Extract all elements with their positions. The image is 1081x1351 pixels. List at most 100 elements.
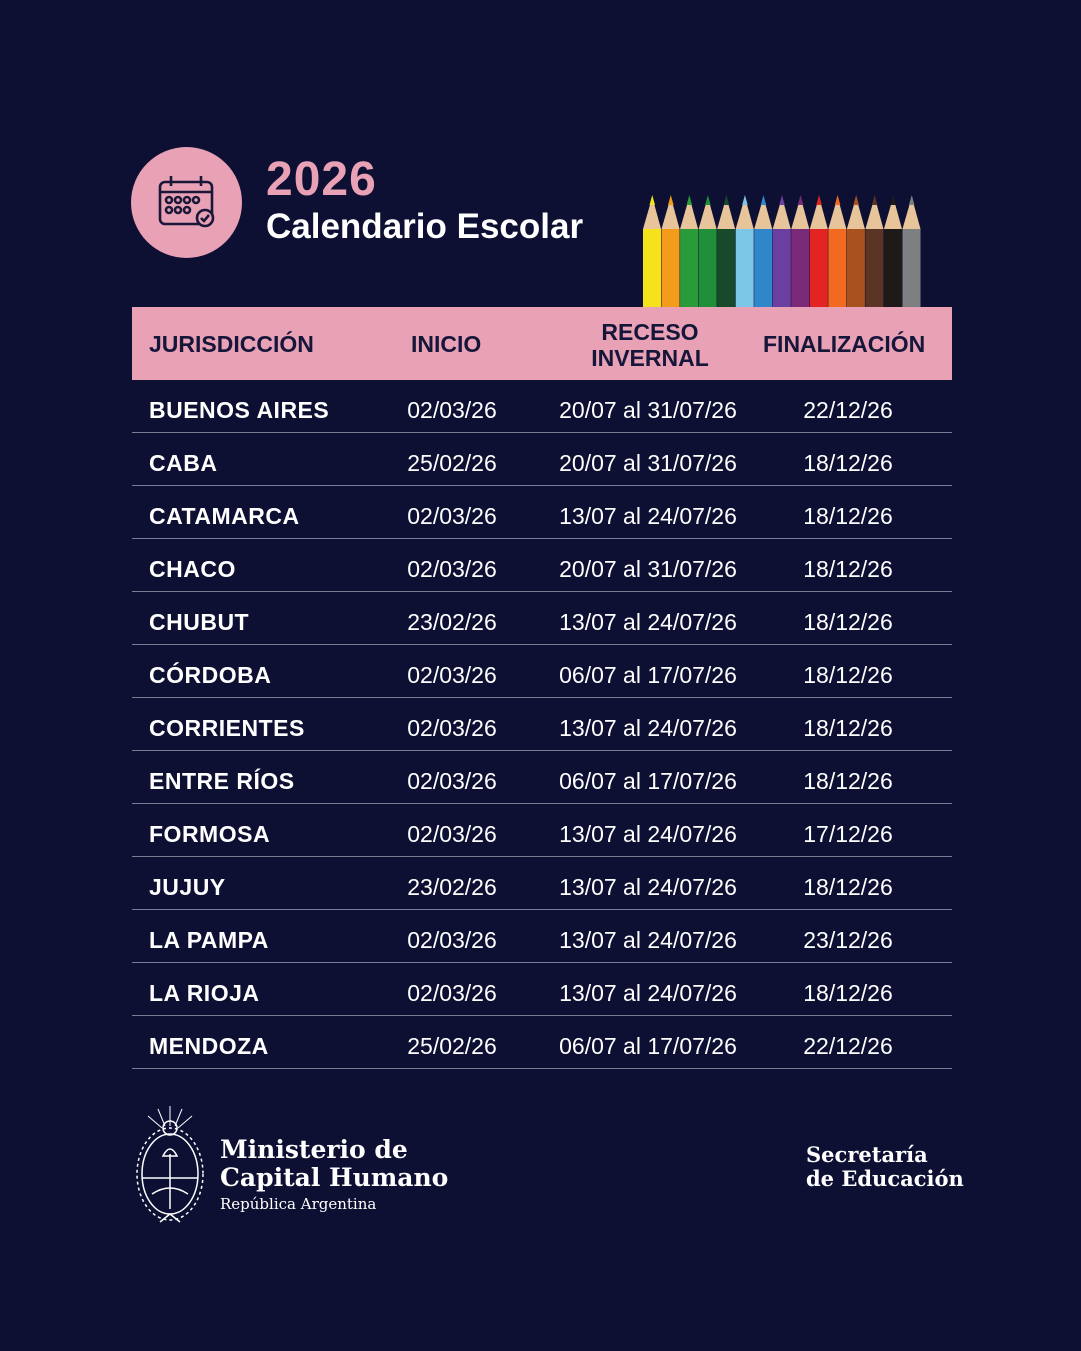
country-name: República Argentina <box>220 1195 377 1213</box>
cell-finalizacion: 23/12/26 <box>803 927 893 953</box>
table-row: BUENOS AIRES 02/03/26 20/07 al 31/07/26 22/… <box>132 380 952 433</box>
table-row: LA RIOJA 02/03/26 13/07 al 24/07/26 18/12/2… <box>132 963 952 1016</box>
cell-finalizacion: 18/12/26 <box>803 450 893 476</box>
cell-jurisdiccion: CORRIENTES <box>149 715 305 741</box>
cell-inicio: 02/03/26 <box>407 397 497 423</box>
pencil <box>717 195 736 307</box>
cell-inicio: 02/03/26 <box>407 980 497 1006</box>
cell-finalizacion: 17/12/26 <box>803 821 893 847</box>
cell-inicio: 02/03/26 <box>407 821 497 847</box>
pencil <box>791 195 810 307</box>
cell-jurisdiccion: ENTRE RÍOS <box>149 768 295 794</box>
cell-jurisdiccion: CHACO <box>149 556 236 582</box>
calendar-table: JURISDICCIÓN INICIO RECESO INVERNAL FINA… <box>132 307 952 1069</box>
cell-inicio: 23/02/26 <box>407 874 497 900</box>
cell-receso: 13/07 al 24/07/26 <box>559 503 737 529</box>
pencil <box>865 195 884 307</box>
pencil <box>883 195 902 307</box>
cell-receso: 06/07 al 17/07/26 <box>559 662 737 688</box>
secretary-name: Secretaría de Educación <box>806 1143 964 1191</box>
page-title: Calendario Escolar <box>266 207 584 246</box>
cell-finalizacion: 22/12/26 <box>803 397 893 423</box>
cell-receso: 13/07 al 24/07/26 <box>559 927 737 953</box>
ministry-line1: Ministerio de <box>220 1135 408 1164</box>
cell-finalizacion: 18/12/26 <box>803 503 893 529</box>
year-heading: 2026 <box>266 153 377 206</box>
cell-jurisdiccion: JUJUY <box>149 874 226 900</box>
cell-finalizacion: 18/12/26 <box>803 662 893 688</box>
cell-receso: 20/07 al 31/07/26 <box>559 397 737 423</box>
table-row: FORMOSA 02/03/26 13/07 al 24/07/26 17/12/26 <box>132 804 952 857</box>
column-header-finalizacion: FINALIZACIÓN <box>763 331 926 357</box>
pencil <box>772 195 791 307</box>
cell-receso: 20/07 al 31/07/26 <box>559 556 737 582</box>
cell-receso: 13/07 al 24/07/26 <box>559 609 737 635</box>
pencil <box>698 195 717 307</box>
cell-inicio: 02/03/26 <box>407 927 497 953</box>
table-row: CATAMARCA 02/03/26 13/07 al 24/07/26 18/12/… <box>132 486 952 539</box>
cell-receso: 06/07 al 17/07/26 <box>559 1033 737 1059</box>
ministry-line2: Capital Humano <box>220 1163 449 1192</box>
cell-jurisdiccion: LA RIOJA <box>149 980 260 1006</box>
colored-pencils-illustration <box>643 195 921 307</box>
cell-receso: 20/07 al 31/07/26 <box>559 450 737 476</box>
table-row: CHUBUT 23/02/26 13/07 al 24/07/26 18/12/26 <box>132 592 952 645</box>
table-row: CÓRDOBA 02/03/26 06/07 al 17/07/26 18/12/26 <box>132 645 952 698</box>
cell-receso: 13/07 al 24/07/26 <box>559 821 737 847</box>
column-header-receso: RECESO INVERNAL <box>552 319 748 371</box>
table-row: JUJUY 23/02/26 13/07 al 24/07/26 18/12/26 <box>132 857 952 910</box>
pencil <box>680 195 699 307</box>
table-header: JURISDICCIÓN INICIO RECESO INVERNAL FINA… <box>132 307 952 380</box>
cell-finalizacion: 22/12/26 <box>803 1033 893 1059</box>
cell-jurisdiccion: CATAMARCA <box>149 503 300 529</box>
table-row: MENDOZA 25/02/26 06/07 al 17/07/26 22/12/26 <box>132 1016 952 1069</box>
pencil <box>661 195 680 307</box>
cell-finalizacion: 18/12/26 <box>803 609 893 635</box>
column-header-receso-line1: RECESO <box>601 319 699 345</box>
cell-finalizacion: 18/12/26 <box>803 556 893 582</box>
secretary-line1: Secretaría <box>806 1142 928 1167</box>
pencil <box>754 195 773 307</box>
cell-inicio: 02/03/26 <box>407 768 497 794</box>
pencil <box>846 195 865 307</box>
cell-receso: 13/07 al 24/07/26 <box>559 980 737 1006</box>
coat-of-arms-icon <box>130 1104 210 1237</box>
secretary-line2: de Educación <box>806 1166 964 1191</box>
cell-jurisdiccion: LA PAMPA <box>149 927 269 953</box>
table-body: BUENOS AIRES 02/03/26 20/07 al 31/07/26 22/… <box>132 380 952 1069</box>
cell-finalizacion: 18/12/26 <box>803 715 893 741</box>
table-row: CORRIENTES 02/03/26 13/07 al 24/07/26 18/12… <box>132 698 952 751</box>
cell-jurisdiccion: BUENOS AIRES <box>149 397 330 423</box>
cell-finalizacion: 18/12/26 <box>803 874 893 900</box>
table-row: LA PAMPA 02/03/26 13/07 al 24/07/26 23/12/2… <box>132 910 952 963</box>
pencil <box>828 195 847 307</box>
cell-inicio: 23/02/26 <box>407 609 497 635</box>
cell-inicio: 02/03/26 <box>407 503 497 529</box>
cell-inicio: 02/03/26 <box>407 662 497 688</box>
cell-jurisdiccion: CABA <box>149 450 218 476</box>
table-row: CHACO 02/03/26 20/07 al 31/07/26 18/12/26 <box>132 539 952 592</box>
cell-jurisdiccion: MENDOZA <box>149 1033 269 1059</box>
cell-inicio: 25/02/26 <box>407 1033 497 1059</box>
cell-jurisdiccion: CÓRDOBA <box>149 662 272 688</box>
cell-finalizacion: 18/12/26 <box>803 768 893 794</box>
cell-inicio: 02/03/26 <box>407 715 497 741</box>
calendar-badge <box>131 147 242 258</box>
cell-receso: 06/07 al 17/07/26 <box>559 768 737 794</box>
table-row: CABA 25/02/26 20/07 al 31/07/26 18/12/26 <box>132 433 952 486</box>
cell-jurisdiccion: FORMOSA <box>149 821 271 847</box>
pencil <box>643 195 662 307</box>
column-header-jurisdiccion: JURISDICCIÓN <box>149 331 314 357</box>
pencil <box>735 195 754 307</box>
pencil <box>809 195 828 307</box>
calendar-check-icon <box>158 176 215 228</box>
cell-inicio: 02/03/26 <box>407 556 497 582</box>
pencil <box>902 195 921 307</box>
ministry-name: Ministerio de Capital Humano <box>220 1136 448 1192</box>
table-row: ENTRE RÍOS 02/03/26 06/07 al 17/07/26 18/12… <box>132 751 952 804</box>
column-header-receso-line2: INVERNAL <box>591 345 709 371</box>
cell-jurisdiccion: CHUBUT <box>149 609 250 635</box>
cell-receso: 13/07 al 24/07/26 <box>559 874 737 900</box>
cell-receso: 13/07 al 24/07/26 <box>559 715 737 741</box>
column-header-inicio: INICIO <box>411 331 482 357</box>
